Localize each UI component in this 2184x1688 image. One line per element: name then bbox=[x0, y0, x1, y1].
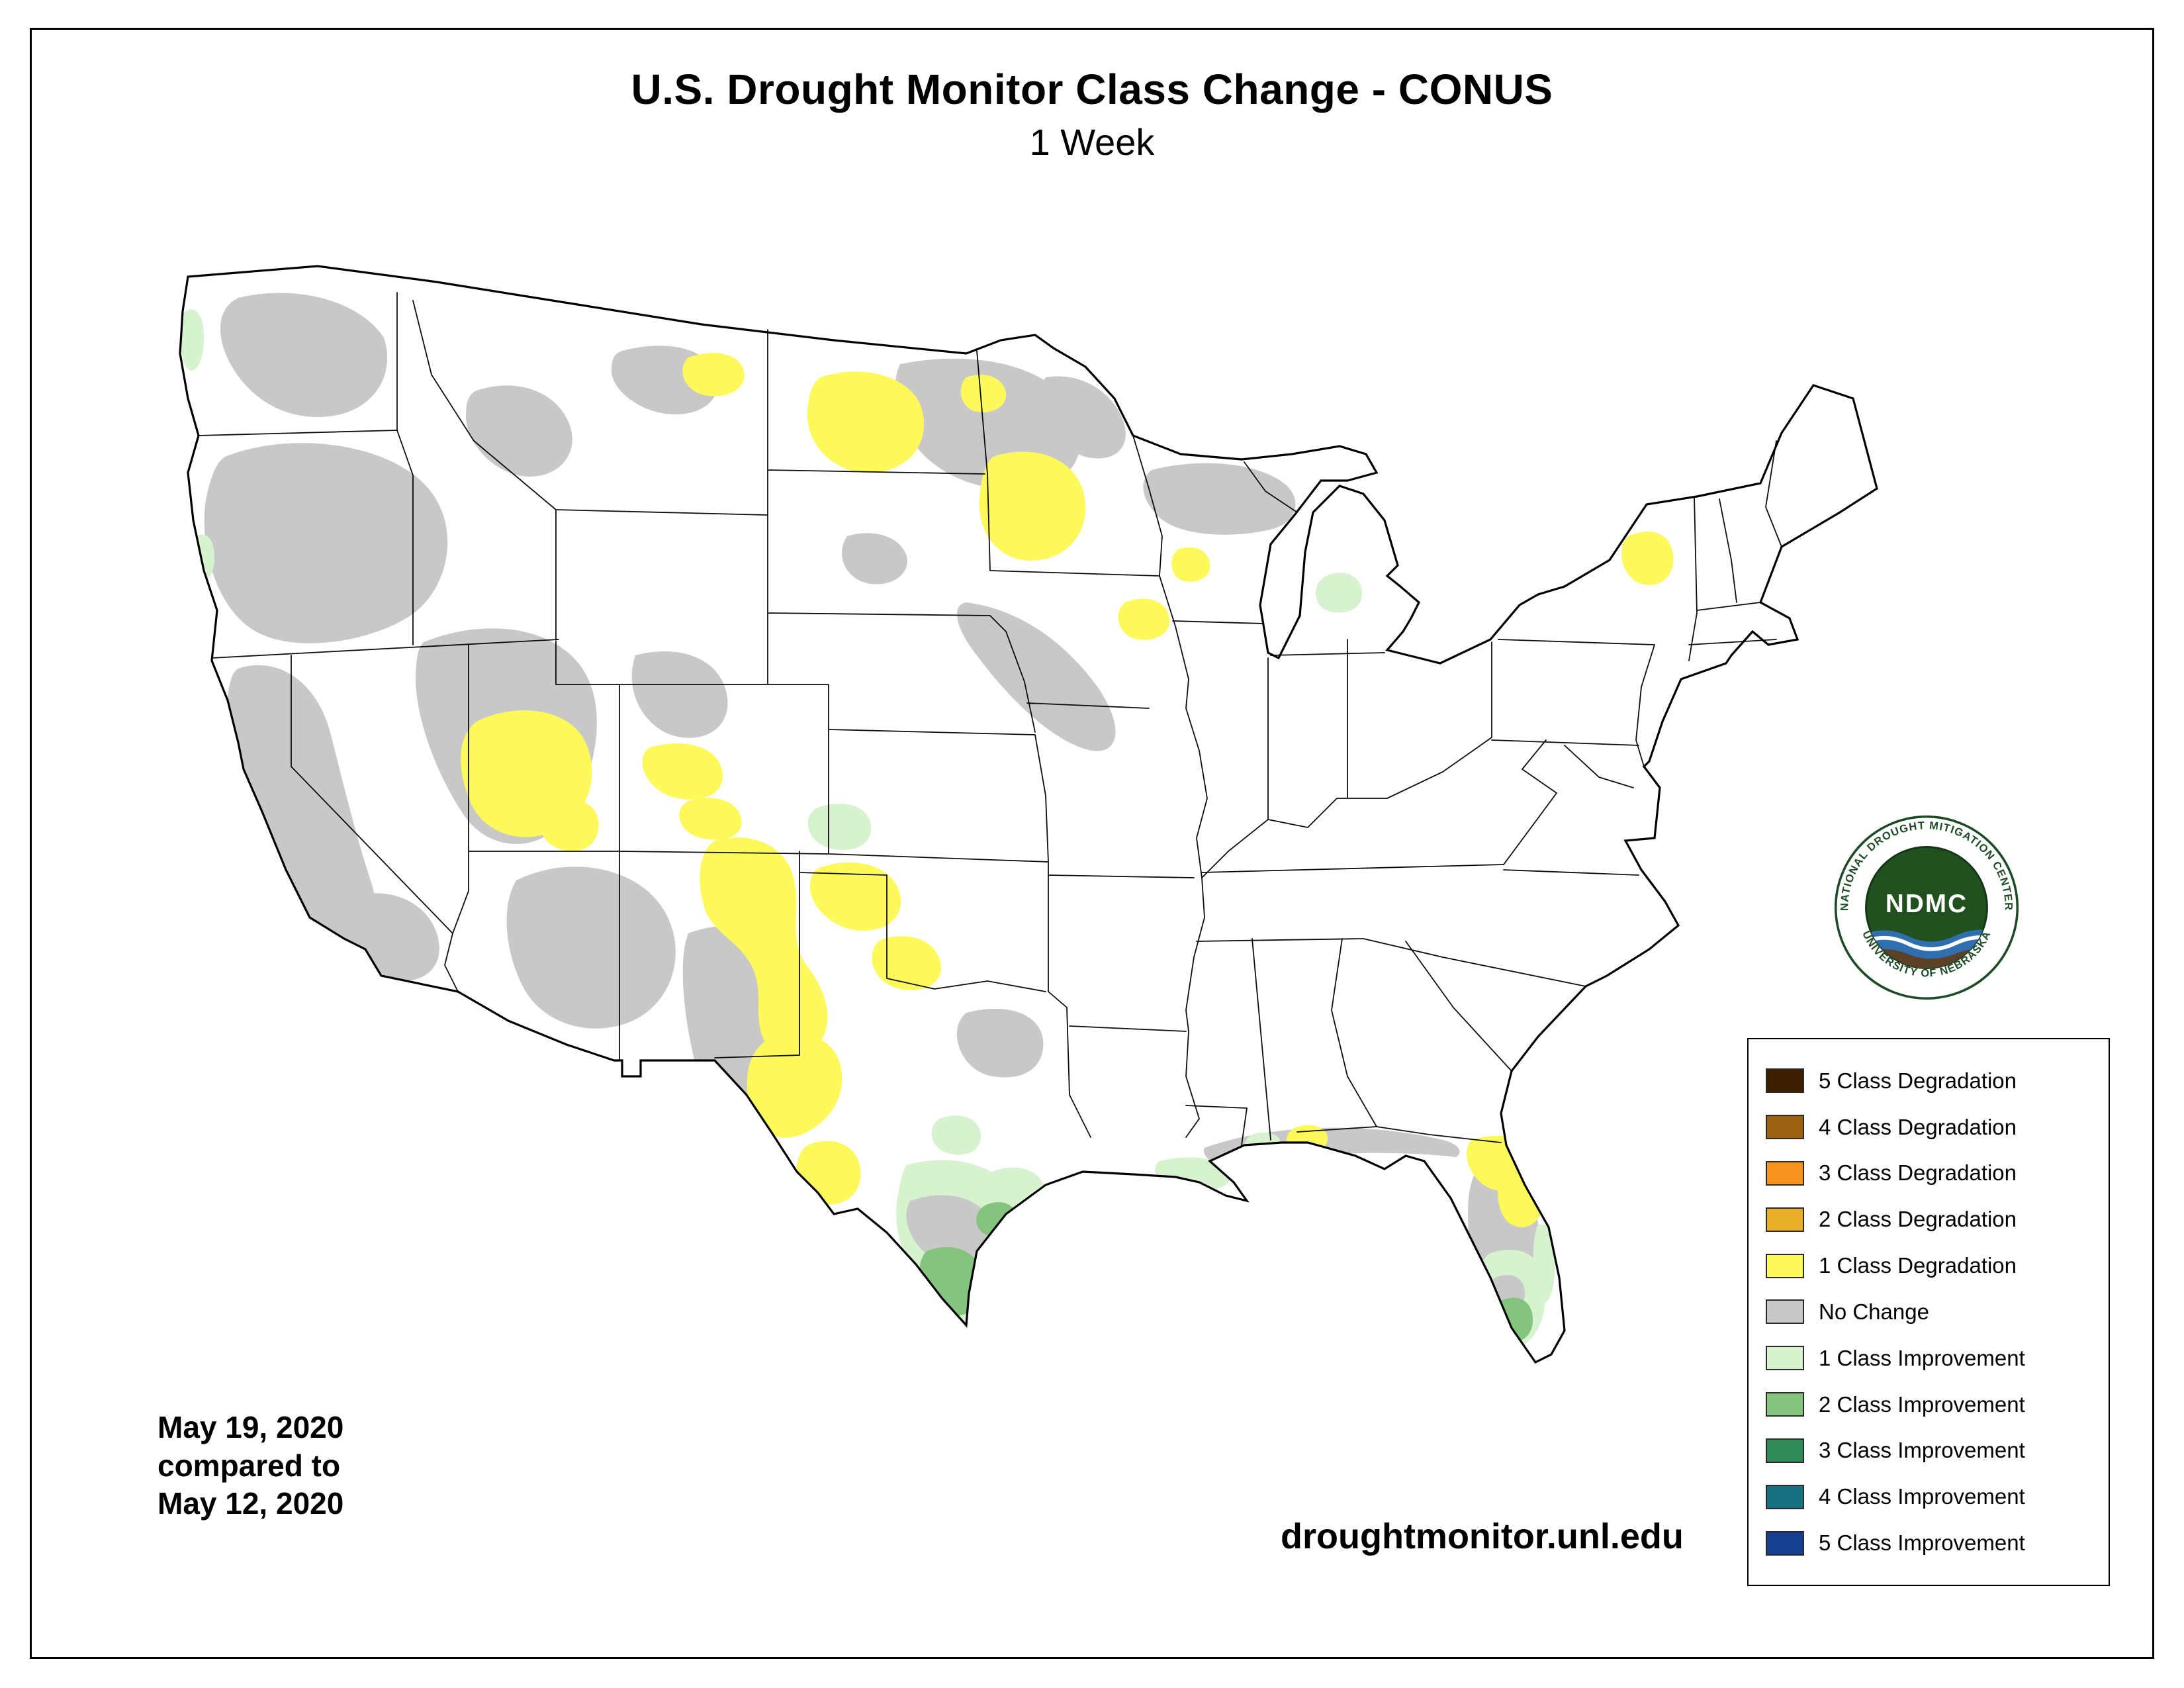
date-previous: May 12, 2020 bbox=[158, 1486, 344, 1521]
legend-swatch bbox=[1766, 1530, 1804, 1556]
conus-map bbox=[179, 265, 1878, 1364]
legend-box: 5 Class Degradation 4 Class Degradation 3 … bbox=[1747, 1038, 2110, 1586]
map-layer-1-class-degradation bbox=[461, 353, 1674, 1227]
map-title: U.S. Drought Monitor Class Change - CONU… bbox=[631, 66, 1553, 113]
legend-swatch bbox=[1766, 1299, 1804, 1325]
legend-label: 2 Class Improvement bbox=[1819, 1391, 2025, 1417]
legend-swatch bbox=[1766, 1253, 1804, 1278]
ndmc-logo: NATIONAL DROUGHT MITIGATION CENTER UNIVE… bbox=[1834, 815, 2019, 1000]
legend-label: 5 Class Degradation bbox=[1819, 1068, 2017, 1093]
legend-row: 2 Class Degradation bbox=[1766, 1207, 2091, 1232]
legend-swatch bbox=[1766, 1346, 1804, 1371]
legend-label: 1 Class Improvement bbox=[1819, 1345, 2025, 1370]
state-boundaries-west bbox=[198, 292, 1195, 1138]
legend-label: 3 Class Degradation bbox=[1819, 1160, 2017, 1186]
legend-label: 3 Class Improvement bbox=[1819, 1438, 2025, 1463]
legend-label: 4 Class Degradation bbox=[1819, 1114, 2017, 1139]
legend-row: 5 Class Improvement bbox=[1766, 1530, 2091, 1556]
legend-label: 1 Class Degradation bbox=[1819, 1253, 2017, 1278]
legend-row: 3 Class Improvement bbox=[1766, 1438, 2091, 1463]
date-current: May 19, 2020 bbox=[158, 1410, 344, 1444]
legend-row: 4 Class Degradation bbox=[1766, 1115, 2091, 1140]
legend-row: 1 Class Improvement bbox=[1766, 1346, 2091, 1371]
logo-acronym: NDMC bbox=[1886, 890, 1968, 918]
legend-label: 2 Class Degradation bbox=[1819, 1207, 2017, 1232]
legend-label: 4 Class Improvement bbox=[1819, 1484, 2025, 1509]
legend-swatch bbox=[1766, 1160, 1804, 1186]
legend-row: 2 Class Improvement bbox=[1766, 1392, 2091, 1417]
website-url: droughtmonitor.unl.edu bbox=[1281, 1517, 1684, 1556]
legend-row: 4 Class Improvement bbox=[1766, 1484, 2091, 1509]
state-boundaries-east bbox=[1196, 440, 1782, 1143]
date-block: May 19, 2020 compared to May 12, 2020 bbox=[158, 1409, 343, 1523]
legend-row: 3 Class Degradation bbox=[1766, 1160, 2091, 1186]
legend-label: No Change bbox=[1819, 1299, 1929, 1324]
legend-swatch bbox=[1766, 1392, 1804, 1417]
legend-swatch bbox=[1766, 1484, 1804, 1509]
date-compared-label: compared to bbox=[158, 1448, 341, 1483]
legend-row: 1 Class Degradation bbox=[1766, 1253, 2091, 1278]
map-layer-2-class-improvement bbox=[919, 1202, 1533, 1342]
legend-label: 5 Class Improvement bbox=[1819, 1530, 2025, 1556]
legend-swatch bbox=[1766, 1438, 1804, 1463]
map-subtitle: 1 Week bbox=[1029, 121, 1155, 163]
legend-row: 5 Class Degradation bbox=[1766, 1068, 2091, 1094]
legend-row: No Change bbox=[1766, 1299, 2091, 1325]
state-boundaries-midwest bbox=[1132, 435, 1492, 1146]
legend-swatch bbox=[1766, 1068, 1804, 1094]
legend-swatch bbox=[1766, 1207, 1804, 1232]
legend-swatch bbox=[1766, 1115, 1804, 1140]
